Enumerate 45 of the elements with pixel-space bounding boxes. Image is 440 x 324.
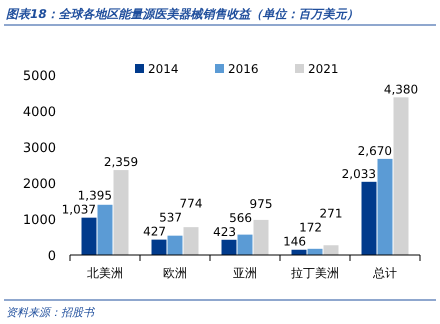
data-label: 2,359 xyxy=(104,155,138,170)
bar xyxy=(98,204,112,255)
legend-label: 2014 xyxy=(148,62,179,76)
x-tick-label: 亚洲 xyxy=(233,266,257,280)
x-tick-label: 北美洲 xyxy=(87,266,123,280)
legend-label: 2021 xyxy=(308,62,339,76)
text: 资料来源：招股书 xyxy=(6,306,96,319)
bar xyxy=(152,240,166,255)
data-label: 4,380 xyxy=(384,82,418,96)
y-tick-label: 0 xyxy=(48,249,56,264)
bar xyxy=(292,250,306,255)
data-label: 2,670 xyxy=(358,144,392,158)
data-label: 2,033 xyxy=(342,166,376,181)
x-tick-label: 总计 xyxy=(372,266,397,280)
bar xyxy=(184,227,198,255)
bar xyxy=(378,158,392,255)
data-label: 1,395 xyxy=(78,188,112,203)
data-label: 172 xyxy=(299,220,322,235)
legend-label: 2016 xyxy=(228,62,259,76)
x-tick-label: 拉丁美洲 xyxy=(291,266,339,280)
bar xyxy=(82,218,96,255)
y-tick-label: 5000 xyxy=(22,69,56,84)
bar xyxy=(168,236,182,255)
bar xyxy=(238,234,252,255)
y-tick-label: 2000 xyxy=(22,177,56,192)
bar xyxy=(222,240,236,255)
data-label: 975 xyxy=(250,196,272,211)
y-tick-label: 1000 xyxy=(22,213,56,228)
x-tick-label: 欧洲 xyxy=(163,266,187,280)
bar xyxy=(324,245,338,255)
data-label: 423 xyxy=(213,224,236,239)
data-label: 537 xyxy=(159,210,182,225)
y-tick-label: 3000 xyxy=(22,141,56,156)
bar xyxy=(362,182,376,255)
y-tick-label: 4000 xyxy=(22,105,56,120)
data-label: 271 xyxy=(320,206,342,221)
data-label: 1,037 xyxy=(62,202,96,217)
data-label: 146 xyxy=(283,234,306,249)
data-label: 566 xyxy=(229,210,252,225)
data-label: 774 xyxy=(180,196,202,211)
bar xyxy=(254,220,268,255)
chart-title: 图表18：全球各地区能量源医美器械销售收益（单位：百万美元） xyxy=(6,7,359,21)
bar xyxy=(394,97,408,255)
bar xyxy=(114,170,128,255)
data-label: 427 xyxy=(143,224,166,239)
